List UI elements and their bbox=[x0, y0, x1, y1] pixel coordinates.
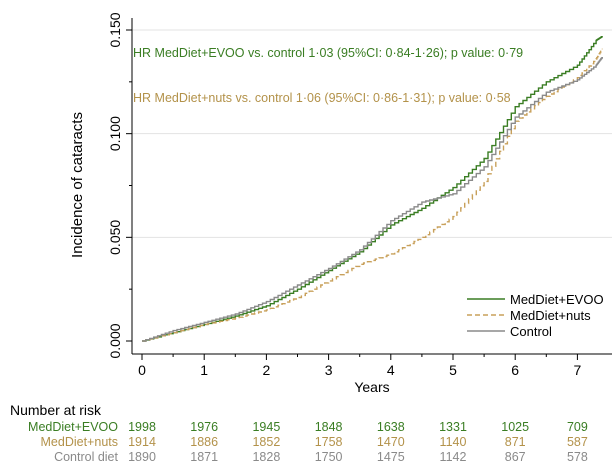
x-tick-label: 0 bbox=[138, 362, 146, 378]
number-at-risk-table: Number at risk MedDiet+EVOO 1998 1976 1945 1… bbox=[10, 402, 588, 461]
risk-cell: 1945 bbox=[252, 420, 280, 434]
risk-cell: 1475 bbox=[377, 450, 405, 461]
series-line-control bbox=[142, 57, 603, 342]
risk-row-label: MedDiet+EVOO bbox=[28, 420, 118, 434]
x-tick-label: 6 bbox=[511, 362, 519, 378]
y-axis-label: Incidence of cataracts bbox=[69, 112, 86, 258]
risk-cell: 1758 bbox=[315, 435, 343, 449]
risk-cell: 867 bbox=[505, 450, 526, 461]
risk-cell: 1750 bbox=[315, 450, 343, 461]
series-lines bbox=[142, 36, 603, 342]
risk-cell: 1140 bbox=[440, 435, 467, 449]
x-tick-label: 2 bbox=[263, 362, 271, 378]
annotation-nuts-hr: HR MedDiet+nuts vs. control 1·06 (95%CI:… bbox=[133, 91, 511, 105]
risk-cell: 1470 bbox=[377, 435, 405, 449]
risk-cell: 1828 bbox=[252, 450, 280, 461]
risk-cell: 871 bbox=[505, 435, 526, 449]
risk-cell: 1638 bbox=[377, 420, 405, 434]
risk-cell: 1914 bbox=[128, 435, 156, 449]
y-tick-label: 0.000 bbox=[107, 323, 123, 358]
legend-label-2: Control bbox=[510, 324, 552, 339]
risk-cell: 1142 bbox=[440, 450, 467, 461]
series-line-meddiet-nuts bbox=[142, 48, 603, 342]
gridlines bbox=[132, 29, 612, 238]
y-tick-label: 0.100 bbox=[107, 116, 123, 151]
axis-ticks: 0.000 0.050 0.100 0.150 0 1 2 3 4 5 6 7 bbox=[107, 12, 582, 378]
y-tick-label: 0.150 bbox=[107, 12, 123, 47]
risk-cell: 1886 bbox=[190, 435, 218, 449]
legend-label-0: MedDiet+EVOO bbox=[510, 292, 604, 307]
risk-cell: 1331 bbox=[439, 420, 467, 434]
risk-cell: 1976 bbox=[190, 420, 218, 434]
x-tick-label: 3 bbox=[325, 362, 333, 378]
risk-cell: 1998 bbox=[128, 420, 156, 434]
risk-cell: 1848 bbox=[315, 420, 343, 434]
risk-cell: 1871 bbox=[190, 450, 218, 461]
x-tick-label: 1 bbox=[200, 362, 208, 378]
x-tick-label: 5 bbox=[449, 362, 457, 378]
risk-cell: 1025 bbox=[501, 420, 529, 434]
risk-row-label: MedDiet+nuts bbox=[41, 435, 118, 449]
x-tick-label: 4 bbox=[387, 362, 395, 378]
risk-table-title: Number at risk bbox=[10, 402, 102, 418]
x-axis-label: Years bbox=[354, 379, 389, 395]
risk-row-label: Control diet bbox=[54, 450, 118, 461]
annotation-evoo-hr: HR MedDiet+EVOO vs. control 1·03 (95%CI:… bbox=[133, 46, 523, 60]
risk-cell: 587 bbox=[567, 435, 588, 449]
risk-cell: 709 bbox=[567, 420, 588, 434]
y-tick-label: 0.050 bbox=[107, 220, 123, 255]
risk-cell: 1890 bbox=[128, 450, 156, 461]
risk-cell: 1852 bbox=[252, 435, 280, 449]
x-tick-label: 7 bbox=[574, 362, 582, 378]
risk-cell: 578 bbox=[567, 450, 588, 461]
legend-label-1: MedDiet+nuts bbox=[510, 308, 591, 323]
